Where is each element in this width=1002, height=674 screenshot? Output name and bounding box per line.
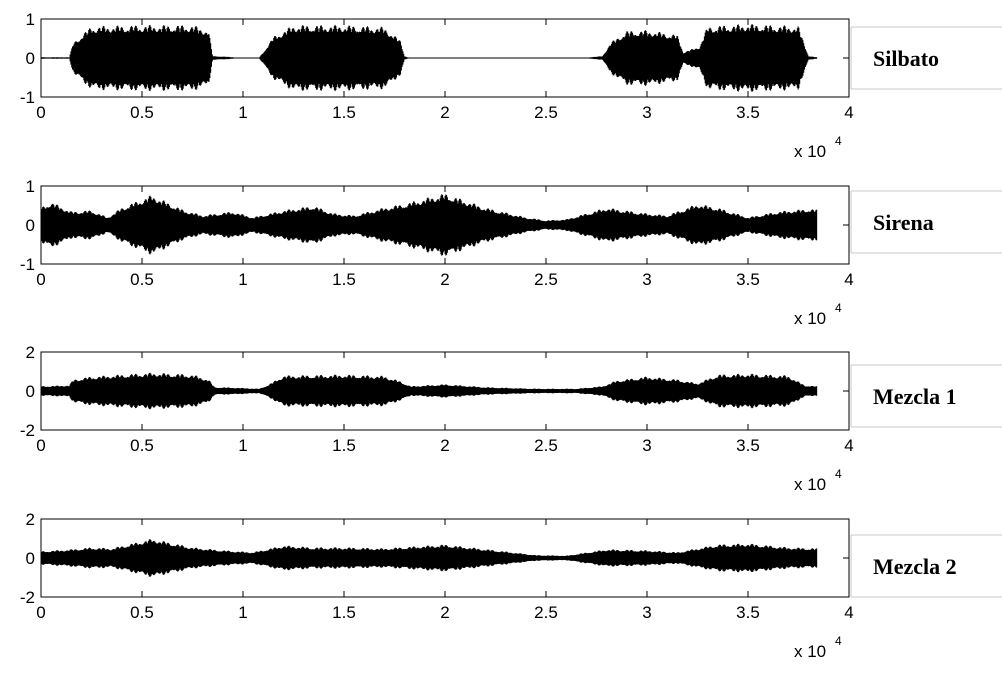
y-tick-label: 0 (26, 549, 35, 568)
x-tick-label: 2.5 (534, 270, 558, 289)
x-tick-label: 1 (238, 103, 247, 122)
y-tick-label: 0 (26, 49, 35, 68)
series-name-label: Mezcla 1 (873, 384, 957, 409)
x-tick-label: 1.5 (332, 103, 356, 122)
x-tick-label: 1.5 (332, 270, 356, 289)
x-multiplier-label: x 10 (794, 475, 826, 494)
x-multiplier-label: x 10 (794, 142, 826, 161)
y-tick-label: -2 (20, 588, 35, 607)
x-tick-label: 1 (238, 603, 247, 622)
x-multiplier-exponent: 4 (835, 134, 842, 148)
x-tick-label: 4 (844, 603, 853, 622)
x-tick-label: 0 (36, 603, 45, 622)
x-tick-label: 2 (440, 103, 449, 122)
y-tick-label: -2 (20, 421, 35, 440)
series-name-label: Silbato (873, 46, 939, 71)
series-name-label: Sirena (873, 210, 934, 235)
x-tick-label: 1.5 (332, 603, 356, 622)
y-tick-label: 0 (26, 216, 35, 235)
x-tick-label: 4 (844, 436, 853, 455)
y-tick-label: 0 (26, 382, 35, 401)
x-tick-label: 3.5 (736, 603, 760, 622)
x-tick-label: 4 (844, 103, 853, 122)
y-tick-label: -1 (20, 255, 35, 274)
x-tick-label: 2 (440, 270, 449, 289)
x-tick-label: 1 (238, 436, 247, 455)
x-tick-label: 0.5 (130, 103, 154, 122)
x-tick-label: 0.5 (130, 270, 154, 289)
y-tick-label: -1 (20, 88, 35, 107)
x-tick-label: 0 (36, 270, 45, 289)
x-tick-label: 4 (844, 270, 853, 289)
x-tick-label: 1.5 (332, 436, 356, 455)
x-tick-label: 3 (642, 603, 651, 622)
y-tick-label: 2 (26, 510, 35, 529)
x-tick-label: 3.5 (736, 103, 760, 122)
y-tick-label: 1 (26, 10, 35, 29)
x-tick-label: 2.5 (534, 103, 558, 122)
x-multiplier-exponent: 4 (835, 634, 842, 648)
x-tick-label: 3.5 (736, 436, 760, 455)
x-tick-label: 0.5 (130, 603, 154, 622)
x-tick-label: 2.5 (534, 436, 558, 455)
x-tick-label: 3 (642, 270, 651, 289)
x-tick-label: 3 (642, 103, 651, 122)
x-multiplier-label: x 10 (794, 642, 826, 661)
x-tick-label: 3.5 (736, 270, 760, 289)
x-tick-label: 0 (36, 103, 45, 122)
x-multiplier-exponent: 4 (835, 467, 842, 481)
x-multiplier-label: x 10 (794, 309, 826, 328)
x-tick-label: 1 (238, 270, 247, 289)
x-tick-label: 2.5 (534, 603, 558, 622)
x-tick-label: 0 (36, 436, 45, 455)
x-tick-label: 2 (440, 436, 449, 455)
x-tick-label: 3 (642, 436, 651, 455)
y-tick-label: 2 (26, 343, 35, 362)
series-name-label: Mezcla 2 (873, 554, 957, 579)
x-tick-label: 0.5 (130, 436, 154, 455)
x-multiplier-exponent: 4 (835, 301, 842, 315)
x-tick-label: 2 (440, 603, 449, 622)
y-tick-label: 1 (26, 177, 35, 196)
